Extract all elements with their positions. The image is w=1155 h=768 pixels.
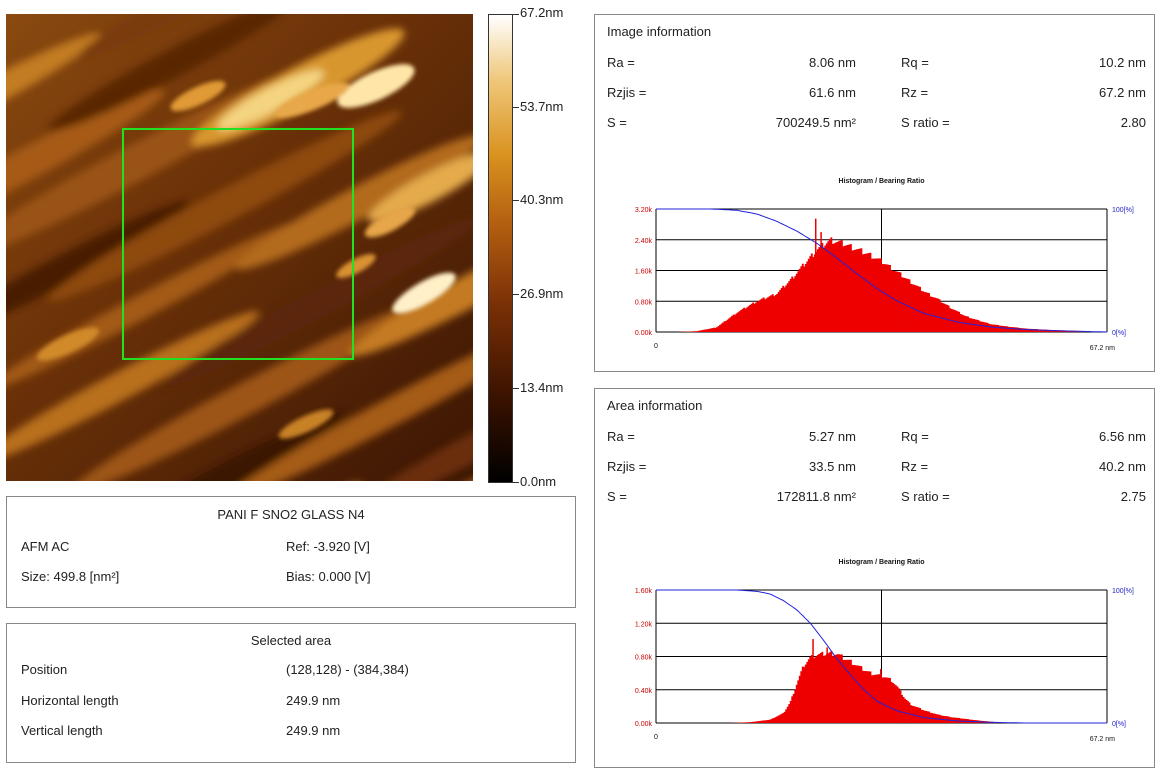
afm-topography-image[interactable]	[6, 14, 473, 481]
scan-mode: AFM AC	[21, 539, 69, 554]
area-information-panel: Area information Ra = 5.27 nm Rq = 6.56 …	[594, 388, 1155, 768]
rq-label: Rq =	[901, 55, 929, 70]
ra-label: Ra =	[607, 55, 635, 70]
selection-rectangle[interactable]	[122, 128, 354, 360]
scale-label: 40.3nm	[520, 193, 563, 207]
scale-label: 53.7nm	[520, 100, 563, 114]
x-tick-label: 67.2 nm	[1090, 345, 1115, 352]
x-tick-label: 0	[654, 343, 658, 350]
s-ratio-label: S ratio =	[901, 489, 950, 504]
s-ratio-value: 2.80	[1121, 115, 1146, 130]
right-tick-label: 100[%]	[1112, 207, 1134, 214]
vertical-length-value: 249.9 nm	[286, 723, 340, 738]
position-label: Position	[21, 662, 67, 677]
selected-area-panel: Selected area Position (128,128) - (384,…	[6, 623, 576, 763]
rq-label: Rq =	[901, 429, 929, 444]
histogram-bearing-ratio-chart: Histogram / Bearing Ratio 1.60k 1.20k 0.80k…	[595, 547, 1155, 757]
y-tick-label: 2.40k	[635, 238, 653, 245]
right-tick-label: 100[%]	[1112, 588, 1134, 595]
scale-tick	[513, 294, 519, 295]
rzjis-value: 61.6 nm	[809, 85, 856, 100]
rq-value: 6.56 nm	[1099, 429, 1146, 444]
ra-value: 5.27 nm	[809, 429, 856, 444]
y-tick-label: 1.60k	[635, 269, 653, 276]
rzjis-label: Rzjis =	[607, 85, 646, 100]
image-information-panel: Image information Ra = 8.06 nm Rq = 10.2…	[594, 14, 1155, 372]
vertical-length-label: Vertical length	[21, 723, 103, 738]
y-tick-label: 0.00k	[635, 721, 653, 728]
scale-tick	[513, 107, 519, 108]
x-tick-label: 0	[654, 734, 658, 741]
rq-value: 10.2 nm	[1099, 55, 1146, 70]
rz-value: 40.2 nm	[1099, 459, 1146, 474]
y-tick-label: 1.20k	[635, 621, 653, 628]
area-info-title: Area information	[607, 398, 702, 413]
sample-info-panel: PANI F SNO2 GLASS N4 AFM AC Ref: -3.920 …	[6, 496, 576, 608]
horizontal-length-value: 249.9 nm	[286, 693, 340, 708]
rzjis-value: 33.5 nm	[809, 459, 856, 474]
s-label: S =	[607, 115, 627, 130]
y-tick-label: 0.40k	[635, 688, 653, 695]
scale-tick	[513, 388, 519, 389]
horizontal-length-label: Horizontal length	[21, 693, 119, 708]
rz-value: 67.2 nm	[1099, 85, 1146, 100]
x-tick-label: 67.2 nm	[1090, 736, 1115, 743]
scale-tick	[513, 14, 519, 15]
chart-title: Histogram / Bearing Ratio	[839, 178, 925, 185]
position-value: (128,128) - (384,384)	[286, 662, 409, 677]
s-value: 172811.8 nm²	[777, 489, 856, 504]
y-tick-label: 0.00k	[635, 330, 653, 337]
scale-label: 13.4nm	[520, 381, 563, 395]
y-tick-label: 0.80k	[635, 655, 653, 662]
ra-value: 8.06 nm	[809, 55, 856, 70]
image-info-title: Image information	[607, 24, 711, 39]
rzjis-label: Rzjis =	[607, 459, 646, 474]
sample-title: PANI F SNO2 GLASS N4	[7, 507, 575, 522]
scale-label-min: 0.0nm	[520, 475, 556, 489]
histogram-bearing-ratio-chart: Histogram / Bearing Ratio 3.20k 2.40k 1.60k…	[595, 170, 1155, 370]
s-label: S =	[607, 489, 627, 504]
scale-label-max: 67.2nm	[520, 6, 563, 20]
chart-title: Histogram / Bearing Ratio	[839, 559, 925, 566]
s-ratio-value: 2.75	[1121, 489, 1146, 504]
ra-label: Ra =	[607, 429, 635, 444]
scale-label: 26.9nm	[520, 287, 563, 301]
y-tick-label: 3.20k	[635, 207, 653, 214]
right-tick-label: 0[%]	[1112, 721, 1126, 728]
height-color-scale	[488, 14, 513, 483]
rz-label: Rz =	[901, 459, 928, 474]
s-value: 700249.5 nm²	[776, 115, 856, 130]
scale-tick	[513, 482, 519, 483]
rz-label: Rz =	[901, 85, 928, 100]
bias-voltage: Bias: 0.000 [V]	[286, 569, 371, 584]
selected-area-title: Selected area	[7, 633, 575, 648]
scale-tick	[513, 200, 519, 201]
ref-voltage: Ref: -3.920 [V]	[286, 539, 370, 554]
scan-size: Size: 499.8 [nm²]	[21, 569, 119, 584]
y-tick-label: 0.80k	[635, 299, 653, 306]
s-ratio-label: S ratio =	[901, 115, 950, 130]
y-tick-label: 1.60k	[635, 588, 653, 595]
right-tick-label: 0[%]	[1112, 330, 1126, 337]
